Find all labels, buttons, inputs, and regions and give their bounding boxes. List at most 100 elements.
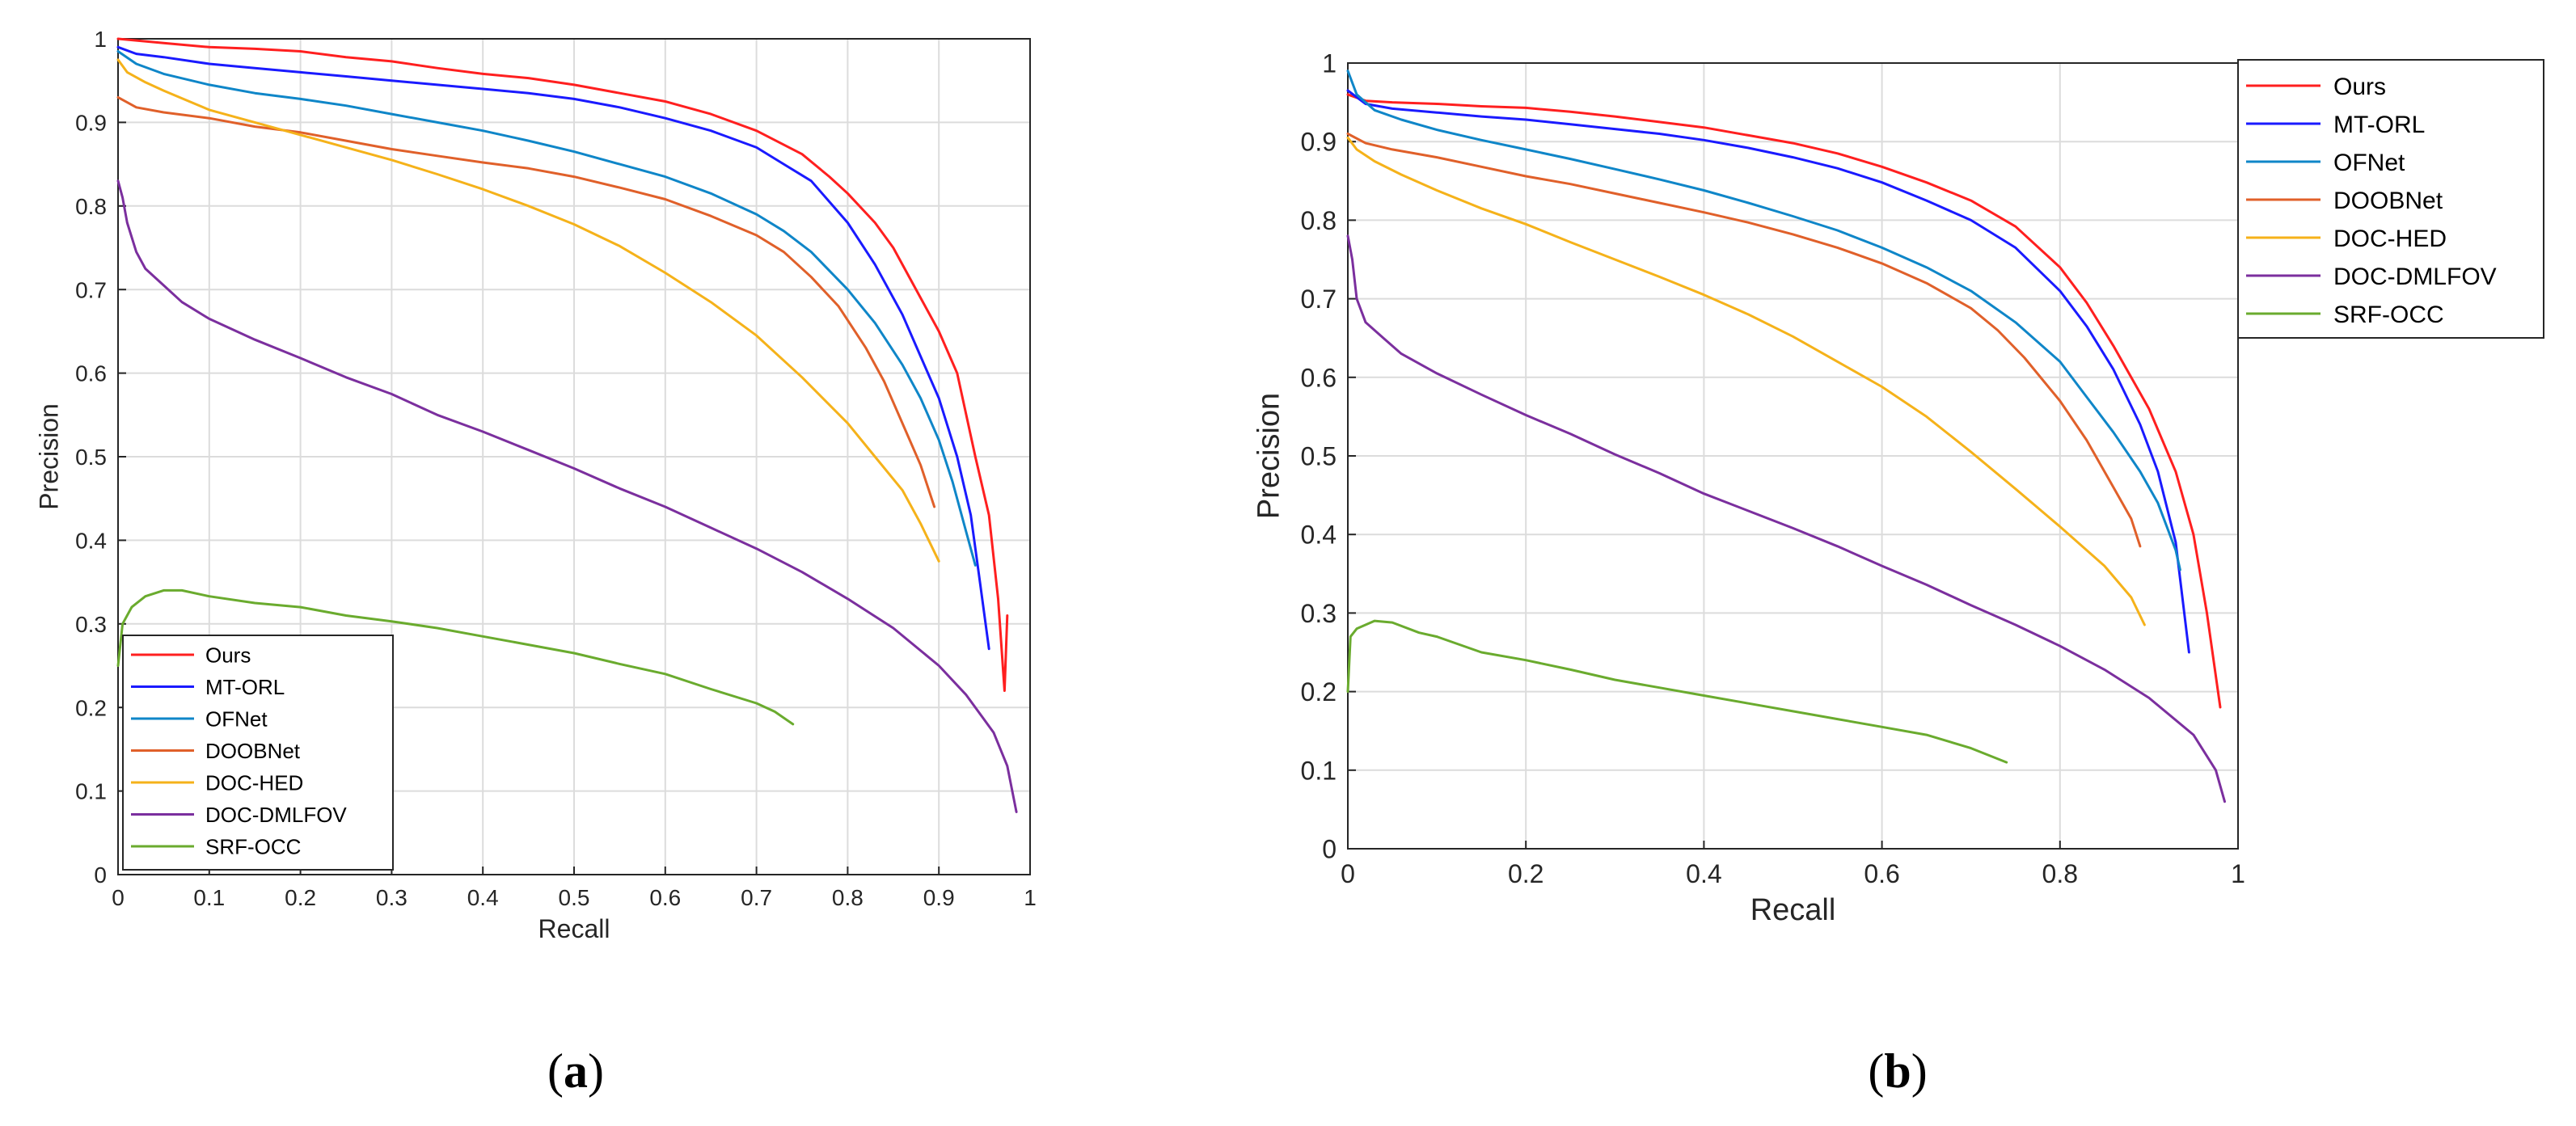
y-tick-label: 0.9 xyxy=(75,110,107,135)
y-tick-label: 0.3 xyxy=(1301,599,1337,628)
x-tick-label: 0.9 xyxy=(923,885,955,910)
x-tick-label: 0.2 xyxy=(1508,859,1543,888)
legend-label: MT-ORL xyxy=(205,675,285,699)
panel-caption-letter: a xyxy=(564,1044,588,1098)
legend-entry: DOC-DMLFOV xyxy=(131,803,347,827)
gridlines xyxy=(1347,62,2239,850)
legend-label: DOC-DMLFOV xyxy=(205,803,347,827)
chart-panel-a: 0 0.1 0.2 0.3 0.4 0.5 0.6 0.7 0.8 0.9 1 0 0.1 0.2 0.3 0… xyxy=(35,27,1037,1098)
y-tick-label: 0.1 xyxy=(75,779,107,804)
axes-frame xyxy=(117,38,1031,875)
legend-label: DOC-HED xyxy=(2333,226,2447,252)
x-tick-label: 0 xyxy=(1341,859,1355,888)
legend-entry: OFNet xyxy=(2246,150,2405,176)
legend-entry: DOC-HED xyxy=(2246,226,2447,252)
x-tick-label: 1 xyxy=(1024,885,1037,910)
y-tick-label: 0.7 xyxy=(75,277,107,302)
y-tick-label: 0.7 xyxy=(1301,285,1337,314)
y-tick-label: 1 xyxy=(94,27,107,52)
legend-label: SRF-OCC xyxy=(205,834,301,858)
x-tick-label: 0.6 xyxy=(649,885,681,910)
series-line-doc-dmlfov xyxy=(1346,234,2226,803)
legend-label: SRF-OCC xyxy=(2333,302,2444,328)
chart-panel-b: 0 0.2 0.4 0.6 0.8 1 0 0.1 0.2 0.3 0.4 0.5 0.6 0.7 0.8 0… xyxy=(1252,49,2544,1098)
y-tick-label: 0.4 xyxy=(75,528,107,553)
y-tick-label: 0.8 xyxy=(75,194,107,219)
x-tick-label: 0.1 xyxy=(193,885,225,910)
x-tick-label: 0.5 xyxy=(559,885,590,910)
y-tick-label: 0.5 xyxy=(75,445,107,470)
y-tick-label: 0.4 xyxy=(1301,521,1337,550)
panel-caption: (a) xyxy=(547,1044,604,1098)
legend-entry: DOC-HED xyxy=(131,770,303,795)
legend-entry: SRF-OCC xyxy=(2246,302,2444,328)
x-tick-label: 0.3 xyxy=(376,885,408,910)
legend-box xyxy=(122,635,394,871)
series-line-doc-dmlfov xyxy=(116,179,1018,813)
series-line-ours xyxy=(116,37,1009,692)
x-tick-label: 1 xyxy=(2231,859,2245,888)
y-tick-label: 0.6 xyxy=(1301,363,1337,392)
x-tick-label: 0.8 xyxy=(832,885,864,910)
axes-frame xyxy=(1347,62,2239,850)
series-line-doobnet xyxy=(116,95,936,508)
legend-label: MT-ORL xyxy=(2333,112,2425,138)
series-line-doc-hed xyxy=(1346,136,2146,626)
series-group xyxy=(1346,70,2226,803)
series-line-mt-orl xyxy=(116,45,990,651)
legend-entry: OFNet xyxy=(131,706,268,731)
series-line-doobnet xyxy=(1346,133,2142,548)
legend-entry: Ours xyxy=(2246,74,2386,100)
series-line-ofnet xyxy=(116,50,977,567)
legend-label: OFNet xyxy=(2333,150,2405,176)
legend-entry: DOOBNet xyxy=(2246,188,2443,214)
legend-entry: SRF-OCC xyxy=(131,834,301,858)
series-line-mt-orl xyxy=(1346,89,2190,654)
panel-caption-letter: b xyxy=(1884,1044,1911,1098)
x-tick-label: 0.2 xyxy=(285,885,316,910)
legend: Ours MT-ORL OFNet DOOBNet DOC-HED DOC-DMLFOV S… xyxy=(2237,59,2544,339)
x-tick-label: 0.4 xyxy=(467,885,499,910)
series-line-doc-hed xyxy=(116,58,940,563)
legend-entry: MT-ORL xyxy=(131,675,285,699)
legend-label: OFNet xyxy=(205,706,268,731)
legend-label: DOC-HED xyxy=(205,770,303,795)
y-axis-label: Precision xyxy=(1252,393,1286,519)
legend-entry: MT-ORL xyxy=(2246,112,2425,138)
y-tick-label: 0.9 xyxy=(1301,128,1337,157)
legend-label: DOOBNet xyxy=(205,739,301,763)
y-tick-label: 0.2 xyxy=(1301,677,1337,706)
x-tick-label: 0.6 xyxy=(1864,859,1899,888)
x-axis-label: Recall xyxy=(1750,893,1836,927)
y-tick-label: 1 xyxy=(1322,49,1337,78)
x-tick-label: 0.7 xyxy=(741,885,772,910)
series-line-ofnet xyxy=(1346,70,2181,571)
x-tick-label: 0.8 xyxy=(2042,859,2078,888)
legend-entry: DOC-DMLFOV xyxy=(2246,264,2497,290)
y-tick-label: 0.8 xyxy=(1301,206,1337,235)
legend-entry: Ours xyxy=(131,643,251,667)
series-line-ours xyxy=(1346,93,2222,709)
x-axis-label: Recall xyxy=(538,914,610,943)
legend-label: DOC-DMLFOV xyxy=(2333,264,2497,290)
x-tick-label: 0.4 xyxy=(1686,859,1721,888)
series-line-srf-occ xyxy=(1346,619,2008,764)
legend-entry: DOOBNet xyxy=(131,739,301,763)
legend-label: DOOBNet xyxy=(2333,188,2443,214)
series-group xyxy=(116,37,1018,813)
legend-label: Ours xyxy=(2333,74,2386,100)
y-tick-label: 0.2 xyxy=(75,695,107,720)
y-axis-label: Precision xyxy=(35,403,64,510)
y-tick-label: 0.1 xyxy=(1301,756,1337,785)
y-tick-label: 0.5 xyxy=(1301,442,1337,471)
y-tick-label: 0.6 xyxy=(75,361,107,386)
x-tick-label: 0 xyxy=(112,885,125,910)
series-line-srf-occ xyxy=(116,588,795,726)
y-tick-label: 0.3 xyxy=(75,612,107,637)
y-tick-label: 0 xyxy=(1322,835,1337,864)
panel-caption: (b) xyxy=(1868,1044,1927,1098)
legend: Ours MT-ORL OFNet DOOBNet DOC-HED DOC-DMLFOV S… xyxy=(122,635,394,871)
y-tick-label: 0 xyxy=(94,862,107,888)
legend-label: Ours xyxy=(205,643,251,667)
